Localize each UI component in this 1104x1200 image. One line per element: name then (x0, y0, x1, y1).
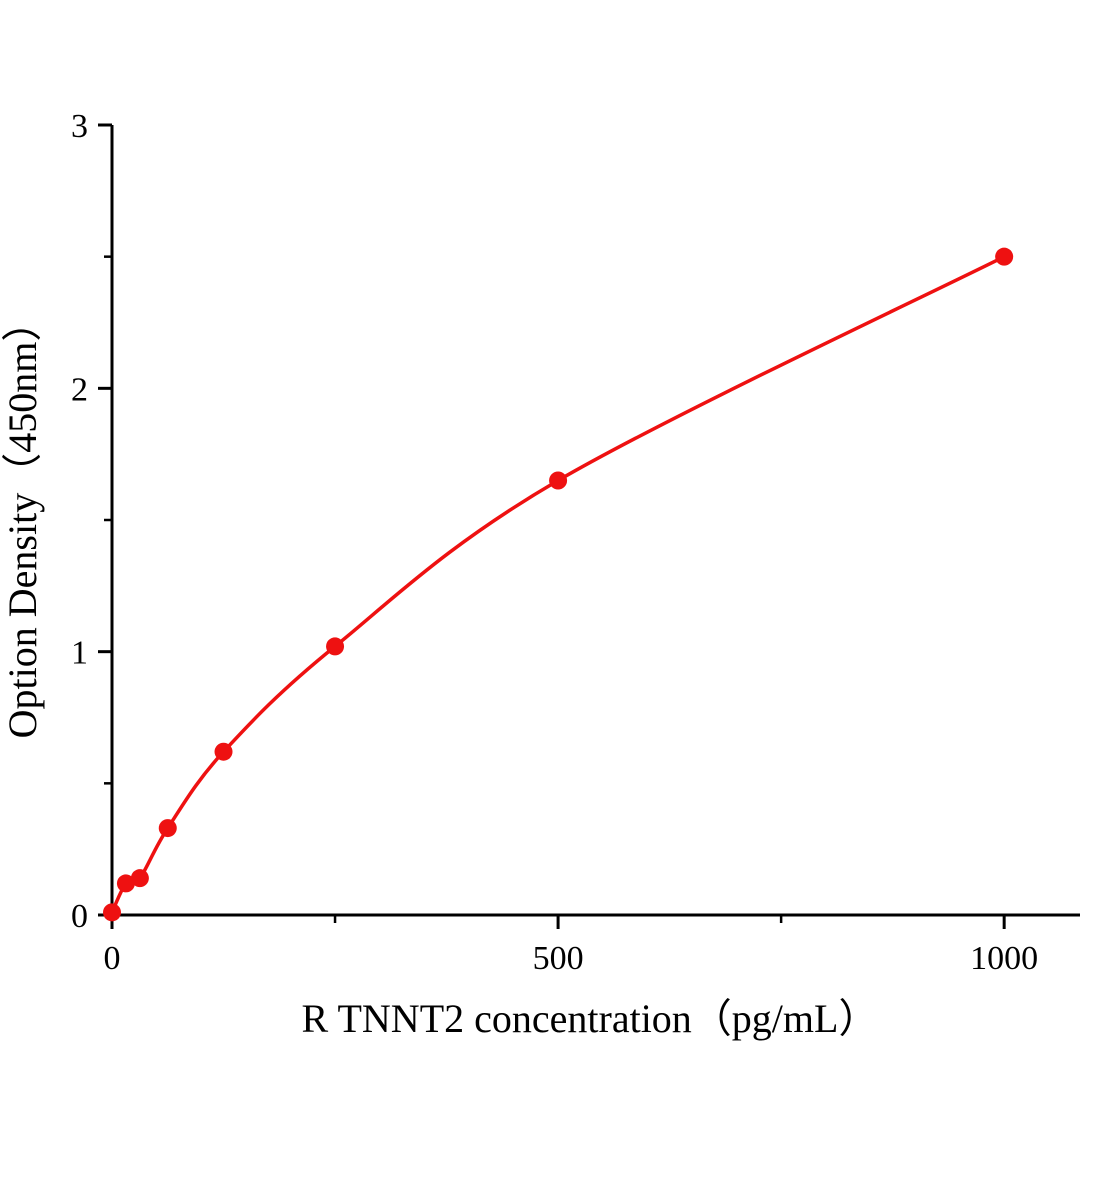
data-point-marker (116, 874, 135, 893)
y-axis-tick-label: 3 (71, 108, 88, 145)
data-point-marker (995, 247, 1014, 266)
x-axis-title: R TNNT2 concentration（pg/mL） (302, 996, 879, 1041)
data-point-marker (214, 742, 233, 761)
y-axis-title: Option Density（450nm） (0, 302, 45, 739)
standard-curve-line (110, 254, 1006, 915)
x-axis-tick-label: 0 (104, 940, 121, 977)
x-axis-tick-label: 1000 (970, 940, 1038, 977)
y-axis-tick-label: 1 (71, 635, 88, 672)
data-point-marker (130, 869, 149, 888)
data-point-marker (158, 819, 177, 838)
y-axis-tick-label: 2 (71, 371, 88, 408)
data-point-marker (103, 903, 121, 922)
x-axis-tick-label: 500 (533, 940, 584, 977)
data-point-marker (326, 637, 345, 656)
y-axis-tick-label: 0 (71, 898, 88, 935)
data-point-marker (549, 471, 568, 490)
